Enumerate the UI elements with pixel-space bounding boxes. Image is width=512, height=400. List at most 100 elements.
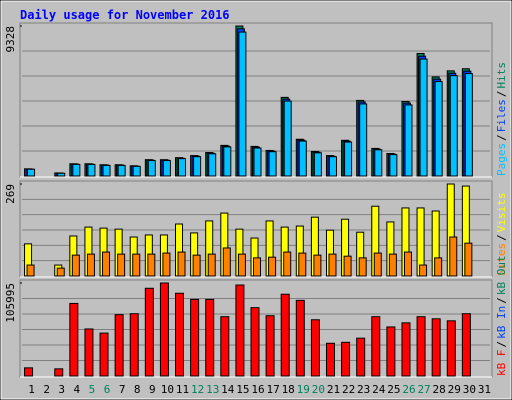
x-tick-label: 23 <box>357 383 370 396</box>
bar <box>328 156 337 177</box>
bar <box>159 282 169 377</box>
bar <box>114 314 124 377</box>
legend-entry: kB F <box>495 350 508 377</box>
bar <box>374 149 383 177</box>
bar <box>388 253 397 277</box>
x-tick-label: 13 <box>206 383 219 396</box>
x-tick-label: 3 <box>58 383 65 396</box>
bar <box>178 158 187 177</box>
bar <box>356 337 366 377</box>
x-tick-label: 20 <box>312 383 325 396</box>
x-tick-label: 29 <box>448 383 461 396</box>
bar <box>295 299 305 377</box>
legend-separator: / <box>495 234 508 241</box>
bar <box>57 172 66 177</box>
bar <box>253 147 262 177</box>
x-tick-label: 1 <box>28 383 35 396</box>
bar <box>238 31 247 177</box>
bar <box>343 255 352 277</box>
bar <box>313 254 322 277</box>
x-tick-label: 12 <box>191 383 204 396</box>
bar <box>102 164 111 177</box>
x-tick-label: 21 <box>327 383 340 396</box>
bar <box>358 257 367 277</box>
bar <box>162 160 171 177</box>
bar <box>313 152 322 177</box>
x-tick-label: 18 <box>282 383 295 396</box>
bar <box>404 104 413 177</box>
bar <box>144 287 154 377</box>
x-tick-label: 4 <box>74 383 81 396</box>
bar <box>87 163 96 177</box>
bar <box>389 154 398 177</box>
legend-entry: kB In <box>495 306 508 339</box>
bar <box>359 103 368 177</box>
bar <box>280 293 290 377</box>
bar <box>298 252 307 277</box>
bar <box>371 316 381 377</box>
legend-separator: / <box>495 341 508 348</box>
bar <box>386 326 396 377</box>
y-tick-label: 105995 <box>4 283 17 323</box>
legend-separator: / <box>495 134 508 141</box>
bar <box>220 316 230 377</box>
bar <box>26 264 35 277</box>
bar <box>71 254 80 277</box>
bar <box>69 302 79 377</box>
x-tick-label: 27 <box>417 383 430 396</box>
x-tick-label: 11 <box>176 383 189 396</box>
chart-title: Daily usage for November 2016 <box>20 8 230 22</box>
bar <box>446 320 456 377</box>
x-tick-label: 26 <box>402 383 415 396</box>
bar <box>162 252 171 277</box>
bar <box>250 307 260 377</box>
x-tick-label: 22 <box>342 383 355 396</box>
bar <box>310 319 320 377</box>
x-tick-label: 16 <box>251 383 264 396</box>
bar <box>325 342 335 377</box>
bar <box>222 247 231 277</box>
x-tick-label: 2 <box>43 383 50 396</box>
bar <box>283 251 292 277</box>
bar <box>464 73 473 177</box>
bar <box>403 251 412 277</box>
bar <box>205 298 215 377</box>
legend: Pages/Files/Hits <box>495 62 508 176</box>
legend-entry: Pages <box>495 143 508 176</box>
bar <box>117 164 126 177</box>
x-tick-label: 17 <box>266 383 279 396</box>
bar <box>132 253 141 277</box>
x-tick-label: 7 <box>119 383 126 396</box>
bar <box>434 257 443 277</box>
legend: Sites /Visits <box>495 193 508 277</box>
bar <box>401 322 411 377</box>
bar <box>344 141 353 177</box>
x-tick-label: 5 <box>89 383 96 396</box>
x-tick-label: 14 <box>221 383 235 396</box>
x-tick-label: 31 <box>478 383 491 396</box>
legend: kB F / kB In / kB Out <box>495 255 508 376</box>
legend-entry: Files <box>495 99 508 132</box>
bar <box>341 341 351 377</box>
bar <box>175 292 185 377</box>
x-tick-label: 15 <box>236 383 249 396</box>
x-tick-label: 19 <box>297 383 310 396</box>
bar <box>434 81 443 177</box>
bar <box>102 251 111 277</box>
legend-separator: / <box>495 297 508 304</box>
bar <box>416 316 426 377</box>
bar <box>283 100 292 177</box>
x-tick-label: 25 <box>387 383 400 396</box>
bar <box>208 153 217 177</box>
bar <box>129 313 139 377</box>
bar <box>298 140 307 177</box>
bar <box>86 253 95 277</box>
legend-entry: Visits <box>495 193 508 233</box>
bar <box>147 160 156 177</box>
bar <box>27 168 36 177</box>
bar <box>190 298 200 377</box>
bar <box>192 254 201 277</box>
bar <box>54 368 64 377</box>
bar <box>373 252 382 277</box>
bar <box>132 165 141 177</box>
